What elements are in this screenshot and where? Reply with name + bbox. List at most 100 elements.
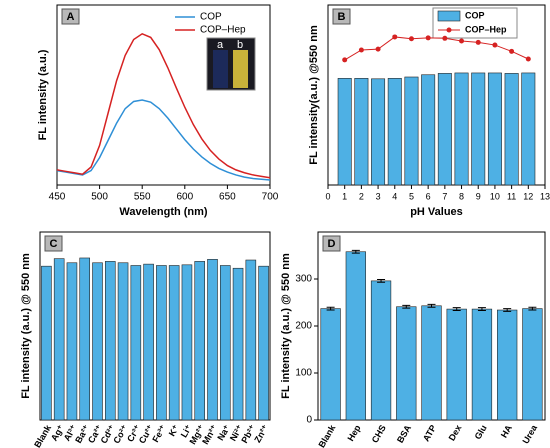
bar xyxy=(219,265,231,421)
bar xyxy=(345,251,366,421)
point xyxy=(509,48,515,54)
bar xyxy=(181,264,193,421)
bar xyxy=(41,265,52,421)
x-tick-label: 3 xyxy=(376,191,381,201)
bar xyxy=(437,73,452,186)
y-tick-label: 100 xyxy=(295,368,312,379)
bar xyxy=(421,305,442,421)
x-tick-label: 2 xyxy=(359,191,364,201)
point xyxy=(408,36,414,42)
point xyxy=(375,46,381,52)
bar xyxy=(370,280,392,421)
y-tick-label: 200 xyxy=(295,321,312,332)
bar xyxy=(446,308,467,421)
bar xyxy=(521,72,536,186)
vial-a xyxy=(213,50,228,88)
x-tick-label: Urea xyxy=(521,422,540,445)
error-bar xyxy=(377,278,386,283)
bar xyxy=(522,308,543,421)
bar xyxy=(130,265,142,421)
point xyxy=(358,47,364,53)
x-tick-label: 12 xyxy=(523,191,533,201)
bar xyxy=(156,265,167,421)
panel-label-box xyxy=(61,8,80,25)
x-tick-label: 7 xyxy=(442,191,447,201)
x-axis-label: pH Values xyxy=(410,206,463,218)
bar xyxy=(168,265,180,421)
x-tick-label: 4 xyxy=(392,191,397,201)
x-tick-label: 8 xyxy=(459,191,464,201)
x-tick-label: Zn²⁺ xyxy=(252,423,270,444)
inset-label: b xyxy=(237,39,243,51)
legend-swatch xyxy=(437,10,461,22)
panel-label: C xyxy=(50,238,58,250)
x-tick-label: 1 xyxy=(342,191,347,201)
bar xyxy=(487,72,502,186)
bar xyxy=(396,306,417,421)
panel-label-box xyxy=(322,235,341,252)
error-bar xyxy=(402,304,411,309)
bar xyxy=(194,261,206,421)
legend-label: COP–Hep xyxy=(465,24,507,34)
point xyxy=(342,57,348,63)
point xyxy=(425,35,431,41)
x-tick-label: BSA xyxy=(395,423,413,445)
legend-label: COP xyxy=(200,12,222,23)
x-tick-label: Glu xyxy=(473,423,489,441)
bar xyxy=(92,262,103,421)
panel-label: B xyxy=(338,11,346,23)
x-tick-label: 650 xyxy=(219,192,236,203)
line-series xyxy=(56,99,271,181)
panel-label-box xyxy=(44,235,63,252)
x-tick-label: 13 xyxy=(540,191,550,201)
plot-frame xyxy=(56,4,271,186)
panel-label: D xyxy=(328,238,336,250)
plot-frame xyxy=(327,4,546,186)
error-bar xyxy=(528,306,537,311)
point xyxy=(459,38,465,44)
legend-label: COP xyxy=(465,10,485,20)
panel-label: A xyxy=(67,11,75,23)
bar xyxy=(143,263,154,421)
x-tick-label: Dex xyxy=(447,423,464,442)
line-series xyxy=(56,32,271,179)
vial-b xyxy=(233,50,248,88)
x-tick-label: 450 xyxy=(49,192,66,203)
legend-label: COP–Hep xyxy=(200,25,246,36)
bar xyxy=(504,73,519,186)
x-tick-label: 5 xyxy=(409,191,414,201)
bar xyxy=(104,261,116,421)
point xyxy=(525,56,531,62)
bar xyxy=(471,72,486,186)
bar xyxy=(404,76,419,186)
x-tick-label: K⁺ xyxy=(167,423,181,438)
x-tick-label: 550 xyxy=(134,192,151,203)
bar xyxy=(337,78,352,186)
x-tick-label: ATP xyxy=(421,423,438,443)
bar xyxy=(79,257,91,421)
y-axis-label: FL intensity (a.u.) @ 550 nm xyxy=(20,253,32,399)
y-axis-label: FL intensity (a.u.) @ 550 nm xyxy=(280,253,292,399)
error-bar xyxy=(427,303,436,308)
bar xyxy=(53,258,65,421)
bar xyxy=(258,265,269,421)
inset-label: a xyxy=(217,39,224,51)
error-bar xyxy=(452,307,461,311)
y-axis-label: FL intensity(a.u.) @550 nm xyxy=(308,25,320,165)
error-bar xyxy=(477,307,486,311)
bar xyxy=(471,308,493,421)
error-bar xyxy=(503,308,512,312)
bar xyxy=(207,259,218,421)
error-bar xyxy=(351,249,360,254)
bar xyxy=(232,267,244,421)
bar xyxy=(320,308,341,421)
bar xyxy=(454,72,469,186)
x-tick-label: Fe³⁺ xyxy=(150,423,168,444)
x-tick-label: Hep xyxy=(345,423,362,443)
x-tick-label: 0 xyxy=(325,191,330,201)
x-tick-label: 700 xyxy=(262,192,279,203)
y-axis-label: FL intensity (a.u.) xyxy=(37,49,49,140)
bar xyxy=(387,78,402,186)
plot-frame xyxy=(39,231,271,421)
